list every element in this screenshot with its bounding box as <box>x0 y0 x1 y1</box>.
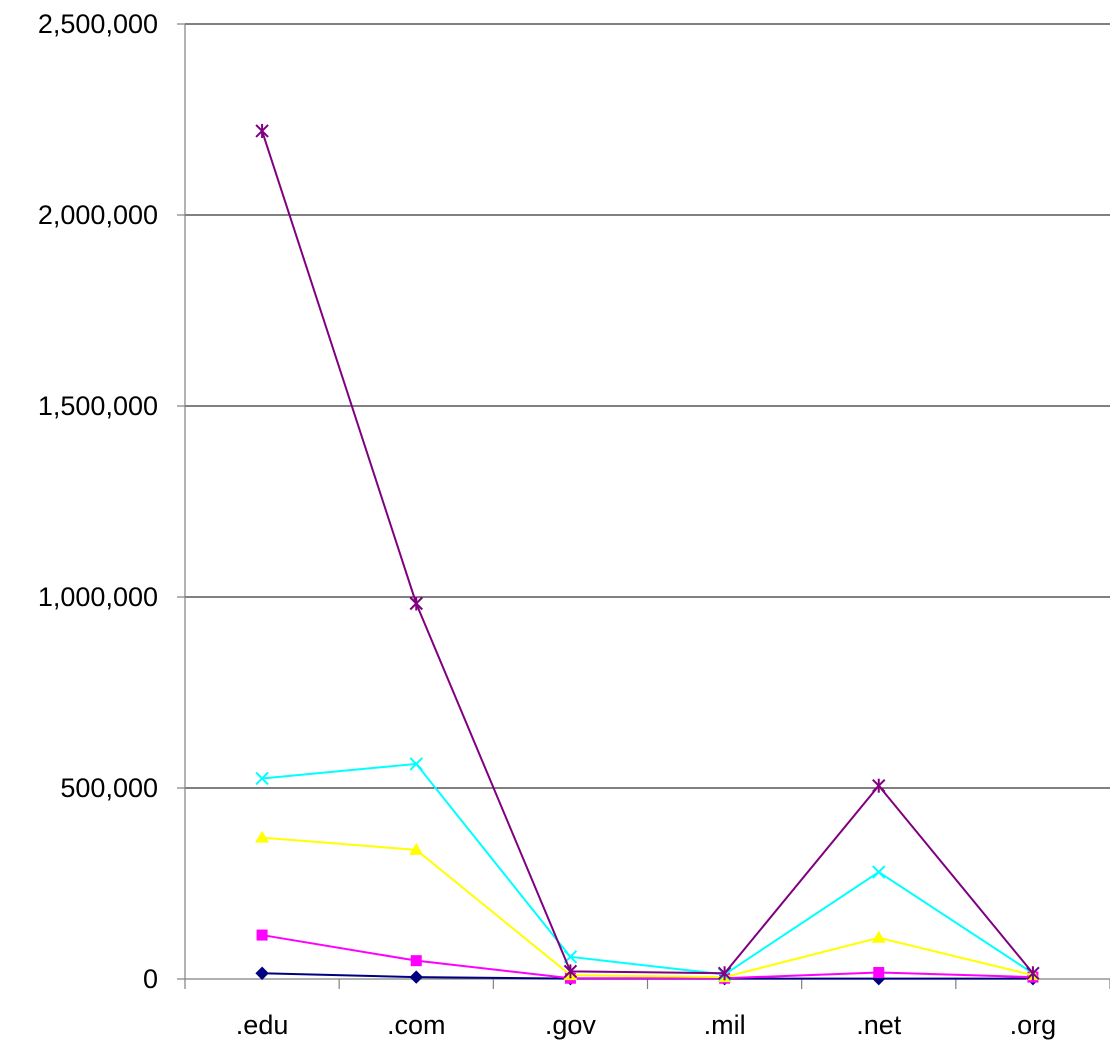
x-tick-label: .org <box>1010 1010 1057 1040</box>
x-tick-label: .net <box>856 1010 902 1040</box>
data-point-star <box>1026 966 1040 981</box>
series-lines <box>255 123 1040 986</box>
x-tick-label: .com <box>387 1010 446 1040</box>
x-tick-label: .mil <box>704 1010 746 1040</box>
data-point-triangle <box>409 842 424 855</box>
series-star <box>255 123 1040 981</box>
y-axis-tick-labels: 0 500,000 1,000,000 1,500,000 2,000,000 2,500… <box>38 9 158 994</box>
gridlines <box>185 23 1110 789</box>
data-point-diamond <box>409 970 423 984</box>
data-point-star <box>872 778 886 793</box>
y-tick-label: 2,000,000 <box>38 200 158 230</box>
data-point-square <box>256 929 268 941</box>
data-point-star <box>255 123 269 138</box>
series-line <box>261 762 1034 976</box>
series-line <box>261 130 1034 975</box>
data-point-star <box>563 964 578 979</box>
y-tick-label: 500,000 <box>60 773 158 803</box>
x-tick-label: .gov <box>545 1010 597 1040</box>
series-line <box>261 934 1033 980</box>
data-point-x <box>409 757 423 771</box>
data-point-triangle <box>871 930 886 943</box>
series-triangle <box>255 830 1040 983</box>
data-point-diamond <box>255 966 269 980</box>
x-axis-tick-labels: .edu .com .gov .mil .net .org <box>236 1010 1056 1040</box>
y-tick-label: 1,500,000 <box>38 391 158 421</box>
y-tick-label: 2,500,000 <box>38 9 158 39</box>
series-x <box>255 757 1040 982</box>
data-point-square <box>873 967 885 979</box>
data-point-star <box>717 966 732 981</box>
data-point-x <box>255 771 269 786</box>
data-point-star <box>409 596 423 611</box>
x-tick-label: .edu <box>236 1010 289 1040</box>
series-line <box>262 836 1034 979</box>
y-tick-label: 1,000,000 <box>38 582 158 612</box>
y-tick-label: 0 <box>143 964 158 994</box>
axes <box>177 23 1110 989</box>
data-point-square <box>410 955 422 967</box>
data-point-triangle <box>255 830 270 843</box>
data-point-x <box>872 865 886 879</box>
